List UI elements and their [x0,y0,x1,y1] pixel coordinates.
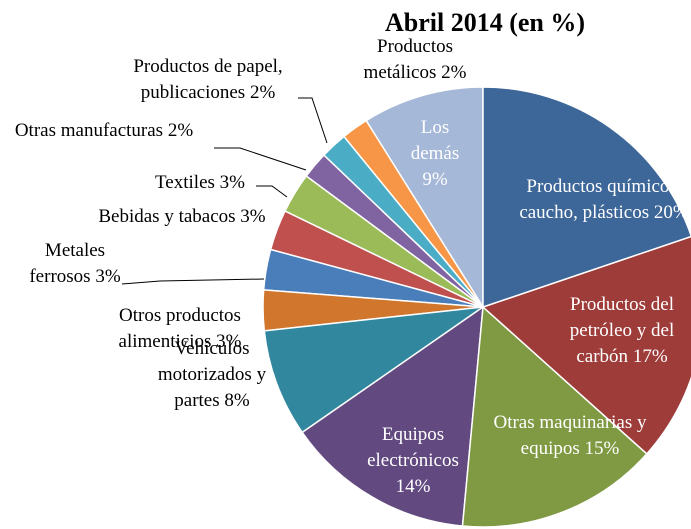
slice-value: 2% [167,120,194,141]
leader-lines [121,97,328,285]
slice-name: Productos de papel, publicaciones [133,56,283,103]
slice-label: Bebidas y tabacos 3% [92,204,272,230]
slice-name: Los demás [410,117,460,164]
slice-name: Textiles [155,172,215,193]
slice-value: 3% [240,206,266,227]
slice-label: Vehículos motorizados y partes 8% [137,336,287,414]
pie-slice [365,86,484,310]
pie-slice [263,306,484,434]
slice-name: Equipos electrónicos [367,424,459,471]
pie-slice [481,235,691,455]
slice-label: Otras manufacturas 2% [4,118,204,144]
slice-name: Productos químicos, caucho, plásticos [519,176,682,223]
leader-line [298,97,328,144]
slice-label: Productos de papel, publicaciones 2% [123,54,293,106]
slice-name: Productos del petróleo y del carbón [569,294,675,367]
slice-value: 17% [632,346,668,367]
slice-label: Los demás 9% [400,115,470,193]
pie-slice [461,305,648,528]
chart-title: Abril 2014 (en %) [384,8,586,37]
pie-slice [301,305,484,527]
slice-label: Otros productos alimenticios 3% [95,303,265,355]
slice-label: Otras maquinarias y equipos 15% [480,410,660,462]
slice-name: Metales ferrosos [29,240,106,287]
slice-value: 3% [95,266,121,287]
slice-label: Productos químicos, caucho, plásticos 20… [514,174,691,226]
slice-label: Textiles 3% [135,170,265,196]
slice-label: Equipos electrónicos 14% [353,422,473,500]
slice-value: 2% [441,62,467,83]
slice-value: 2% [249,82,276,103]
slice-value: 3% [216,331,242,352]
leader-line [121,278,265,285]
slice-name: Bebidas y tabacos [98,206,236,227]
slice-label: Productos metálicos 2% [340,34,490,86]
slice-value: 3% [219,172,245,193]
slice-value: 14% [395,476,431,497]
leader-line [256,185,288,198]
leader-line [214,147,307,171]
slice-name: Otras maquinarias y equipos [493,412,647,459]
pie-slice [482,86,691,309]
slice-label: Metales ferrosos 3% [20,238,130,290]
slice-name: Otras manufacturas [14,120,164,141]
slice-value: 20% [653,202,689,223]
slice-value: 15% [584,438,620,459]
slice-value: 9% [422,169,448,190]
slice-name: Vehículos motorizados y partes [157,338,267,411]
slice-name: Otros productos alimenticios [118,305,241,352]
slice-label: Productos del petróleo y del carbón 17% [552,292,691,370]
slice-name: Productos metálicos [363,36,453,83]
slice-value: 8% [224,390,250,411]
